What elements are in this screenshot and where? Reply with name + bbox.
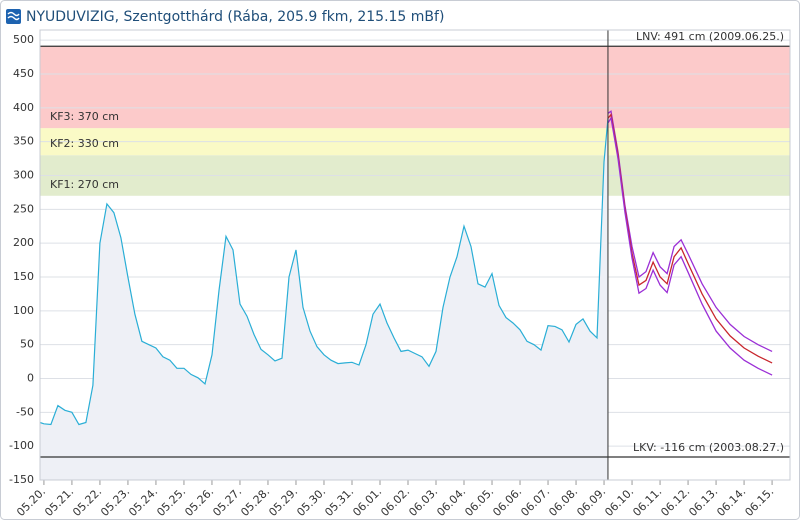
y-tick-label: 50 — [20, 338, 34, 351]
y-tick-label: 450 — [13, 67, 34, 80]
y-tick-label: 150 — [13, 270, 34, 283]
y-tick-label: 350 — [13, 135, 34, 148]
y-tick-label: -150 — [9, 473, 34, 486]
band-label: KF1: 270 cm — [50, 178, 119, 191]
y-tick-label: -50 — [16, 405, 34, 418]
y-tick-label: 250 — [13, 202, 34, 215]
forecast-line — [607, 116, 773, 376]
observed-area — [40, 118, 608, 480]
plot-border — [39, 29, 791, 481]
logo — [6, 9, 21, 24]
observed-line — [39, 117, 609, 426]
reference-label: LKV: -116 cm (2003.08.27.) — [633, 441, 784, 454]
y-tick-label: 400 — [13, 101, 34, 114]
y-tick-label: 200 — [13, 236, 34, 249]
y-tick-label: -100 — [9, 439, 34, 452]
y-tick-label: 500 — [13, 33, 34, 46]
chart-title: NYUDUVIZIG, Szentgotthárd (Rába, 205.9 f… — [26, 9, 444, 25]
band-label: KF2: 330 cm — [50, 137, 119, 150]
y-tick-label: 300 — [13, 168, 34, 181]
band-label: KF3: 370 cm — [50, 110, 119, 123]
threshold-band — [40, 46, 790, 129]
reference-label: LNV: 491 cm (2009.06.25.) — [636, 30, 784, 43]
y-tick-label: 0 — [27, 371, 34, 384]
y-tick-label: 100 — [13, 304, 34, 317]
